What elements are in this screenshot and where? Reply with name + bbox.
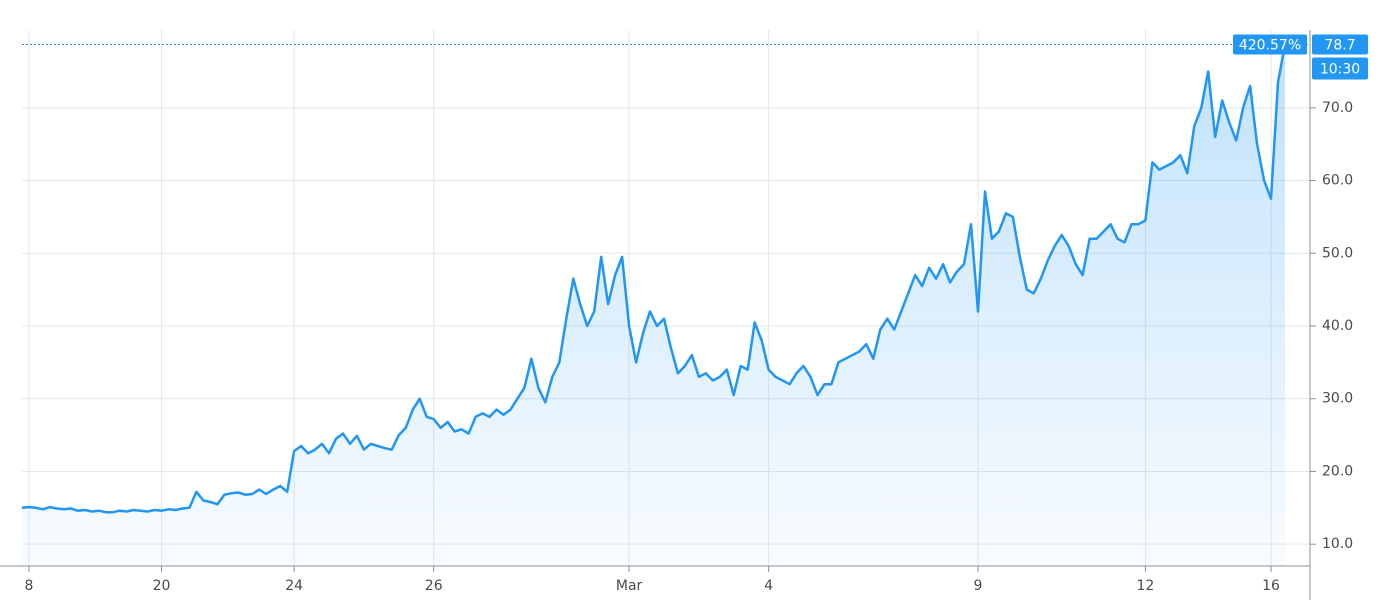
price-line (21, 44, 1287, 514)
y-tick-label: 30.0 (1322, 391, 1353, 407)
y-tick-label: 20.0 (1322, 463, 1353, 479)
change-label-box (1233, 34, 1307, 55)
x-tick-label: 26 (425, 578, 443, 594)
x-tick-label: 20 (153, 578, 171, 594)
y-tick-label: 50.0 (1322, 245, 1353, 261)
labels: 10.0 20.0 30.0 40.0 50.0 60.0 70.0 8 20 24 26 Mar 4 9… (25, 34, 1368, 594)
price-label: 78.7 (1324, 38, 1355, 54)
x-tick-label: Mar (616, 578, 643, 594)
plot (21, 44, 1310, 566)
x-tick-label: 24 (285, 578, 303, 594)
y-tick-label: 60.0 (1322, 173, 1353, 189)
x-tick-label: 12 (1137, 578, 1155, 594)
area-fill (22, 44, 1285, 566)
x-tick-label: 8 (25, 578, 34, 594)
price-label-box (1312, 34, 1368, 55)
time-label-box (1312, 57, 1368, 80)
x-tick-label: 16 (1262, 578, 1280, 594)
x-tick-label: 9 (974, 578, 983, 594)
y-tick-label: 10.0 (1322, 536, 1353, 552)
y-tick-label: 70.0 (1322, 100, 1353, 116)
time-label: 10:30 (1320, 62, 1360, 78)
y-tick-label: 40.0 (1322, 318, 1353, 334)
change-label: 420.57% (1239, 38, 1301, 54)
x-tick-label: 4 (764, 578, 773, 594)
